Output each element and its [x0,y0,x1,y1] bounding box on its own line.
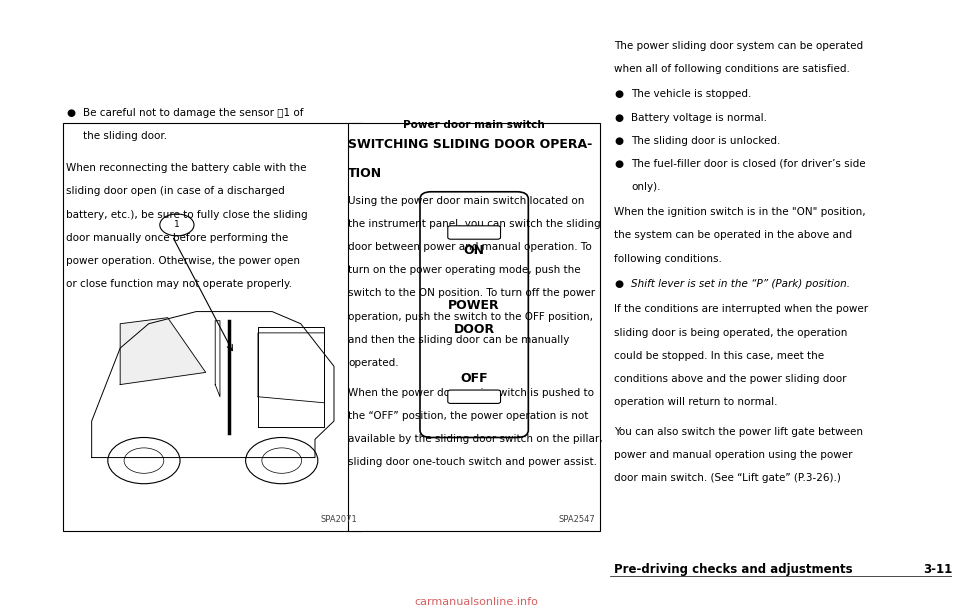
Text: available by the sliding door switch on the pillar,: available by the sliding door switch on … [348,434,603,444]
Text: The vehicle is stopped.: The vehicle is stopped. [632,89,752,100]
Text: the system can be operated in the above and: the system can be operated in the above … [614,230,852,241]
FancyBboxPatch shape [447,390,500,403]
Text: ●: ● [614,159,623,169]
Text: If the conditions are interrupted when the power: If the conditions are interrupted when t… [614,304,869,315]
Text: the “OFF” position, the power operation is not: the “OFF” position, the power operation … [348,411,588,421]
Text: Shift lever is set in the “P” (Park) position.: Shift lever is set in the “P” (Park) pos… [632,279,851,289]
Text: the instrument panel, you can switch the sliding: the instrument panel, you can switch the… [348,219,601,229]
FancyBboxPatch shape [447,226,500,239]
Text: ●: ● [66,108,75,118]
Text: when all of following conditions are satisfied.: when all of following conditions are sat… [614,64,851,74]
Text: SPA2547: SPA2547 [559,516,595,524]
Text: SWITCHING SLIDING DOOR OPERA-: SWITCHING SLIDING DOOR OPERA- [348,138,592,152]
Text: sliding door one-touch switch and power assist.: sliding door one-touch switch and power … [348,457,597,467]
Text: The fuel-filler door is closed (for driver’s side: The fuel-filler door is closed (for driv… [632,159,866,169]
Text: the sliding door.: the sliding door. [84,131,167,141]
Text: battery, etc.), be sure to fully close the sliding: battery, etc.), be sure to fully close t… [66,210,307,219]
Text: sliding door open (in case of a discharged: sliding door open (in case of a discharg… [66,186,285,196]
Text: operation, push the switch to the OFF position,: operation, push the switch to the OFF po… [348,312,593,321]
Text: operated.: operated. [348,358,398,368]
Text: door manually once before performing the: door manually once before performing the [66,233,288,243]
Text: ●: ● [614,89,623,100]
Bar [348,123,600,530]
Text: DOOR: DOOR [453,323,494,336]
Text: Using the power door main switch located on: Using the power door main switch located… [348,196,585,206]
Text: ●: ● [614,112,623,123]
Text: When the ignition switch is in the "ON" position,: When the ignition switch is in the "ON" … [614,207,866,218]
Text: TION: TION [348,167,382,180]
Text: switch to the ON position. To turn off the power: switch to the ON position. To turn off t… [348,288,595,298]
FancyBboxPatch shape [420,192,528,437]
Text: Battery voltage is normal.: Battery voltage is normal. [632,112,767,123]
Text: 3-11: 3-11 [924,563,952,576]
Text: door between power and manual operation. To: door between power and manual operation.… [348,242,592,252]
Text: power operation. Otherwise, the power open: power operation. Otherwise, the power op… [66,256,300,266]
Text: only).: only). [632,182,660,192]
Text: The sliding door is unlocked.: The sliding door is unlocked. [632,136,780,145]
Text: ●: ● [614,279,623,289]
Text: You can also switch the power lift gate between: You can also switch the power lift gate … [614,427,863,437]
Text: ON: ON [464,244,485,257]
Text: Be careful not to damage the sensor ␱1 of: Be careful not to damage the sensor ␱1 o… [84,108,303,118]
Text: sliding door is being operated, the operation: sliding door is being operated, the oper… [614,327,848,337]
Text: SPA2071: SPA2071 [321,516,358,524]
Text: carmanualsonline.info: carmanualsonline.info [415,596,539,607]
Text: POWER: POWER [448,299,500,312]
Bar [63,123,363,530]
Text: and then the sliding door can be manually: and then the sliding door can be manuall… [348,335,569,345]
Text: ●: ● [614,136,623,145]
Text: When reconnecting the battery cable with the: When reconnecting the battery cable with… [66,163,306,174]
Text: door main switch. (See “Lift gate” (P.3-26).): door main switch. (See “Lift gate” (P.3-… [614,473,841,483]
Text: OFF: OFF [461,372,488,385]
Text: The power sliding door system can be operated: The power sliding door system can be ope… [614,41,863,51]
Text: or close function may not operate properly.: or close function may not operate proper… [66,279,292,289]
Text: operation will return to normal.: operation will return to normal. [614,397,778,407]
Text: following conditions.: following conditions. [614,254,722,263]
Polygon shape [120,318,205,384]
Text: Pre-driving checks and adjustments: Pre-driving checks and adjustments [614,563,852,576]
Text: could be stopped. In this case, meet the: could be stopped. In this case, meet the [614,351,825,360]
Text: Power door main switch: Power door main switch [403,120,545,130]
Text: 1: 1 [174,221,180,229]
Text: turn on the power operating mode, push the: turn on the power operating mode, push t… [348,265,581,276]
Text: When the power door main switch is pushed to: When the power door main switch is pushe… [348,388,594,398]
Text: conditions above and the power sliding door: conditions above and the power sliding d… [614,374,847,384]
Text: power and manual operation using the power: power and manual operation using the pow… [614,450,852,460]
